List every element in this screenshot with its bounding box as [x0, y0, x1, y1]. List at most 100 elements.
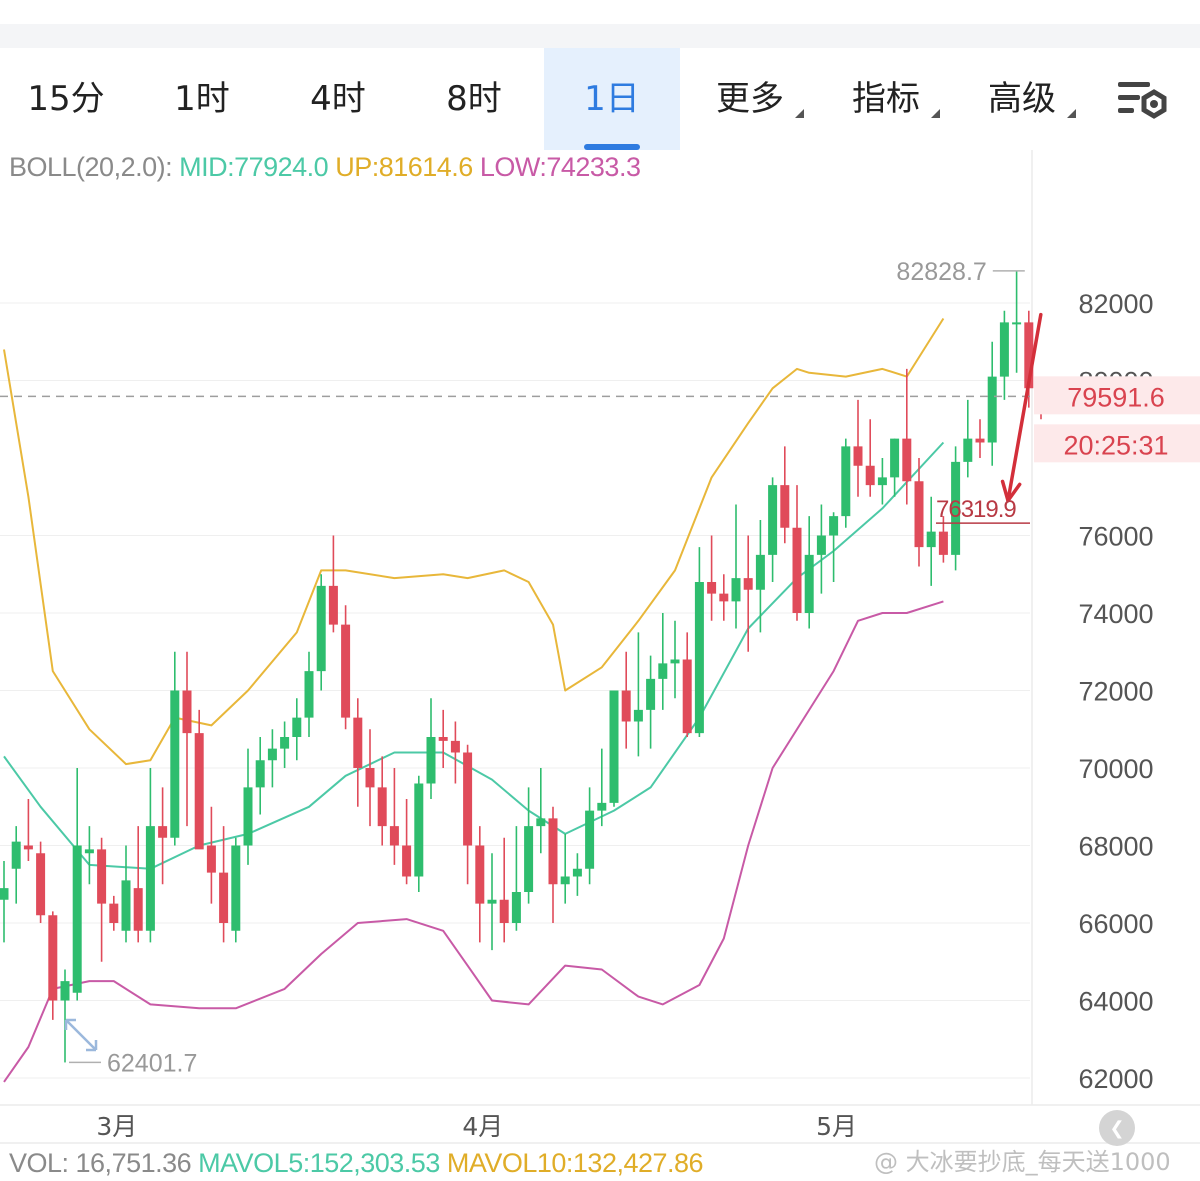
status-bar-area	[0, 0, 1200, 24]
candle-body	[255, 760, 265, 788]
candle-body	[194, 733, 204, 850]
boll-up-line	[3, 317, 945, 766]
candle	[402, 799, 412, 885]
candle	[743, 535, 753, 652]
candle	[987, 341, 997, 466]
candle	[353, 698, 363, 807]
candle-body	[621, 690, 631, 722]
candle	[597, 748, 607, 827]
candle-body	[292, 717, 302, 737]
candle-body	[841, 446, 851, 517]
boll-mid-value: MID:77924.0	[179, 152, 329, 182]
candle-body	[804, 554, 814, 613]
candle-body	[438, 737, 448, 741]
candle	[158, 787, 168, 885]
candle	[548, 806, 558, 923]
reset-view-arrows	[64, 1018, 98, 1052]
tab-advanced[interactable]: 高级	[962, 48, 1082, 150]
candle	[365, 729, 375, 827]
y-tick-label: 74000	[1078, 599, 1153, 629]
y-tick-label: 64000	[1078, 987, 1153, 1017]
tab-15m[interactable]: 15分	[27, 79, 105, 119]
candle	[487, 853, 497, 951]
candle-body	[389, 826, 399, 846]
mavol5-value: MAVOL5:152,303.53	[198, 1148, 440, 1178]
candle-body	[328, 585, 338, 625]
tab-8h[interactable]: 8时	[446, 79, 502, 119]
chevron-back-icon[interactable]: ❮	[1099, 1110, 1135, 1146]
candle-body	[926, 531, 936, 548]
candle	[731, 504, 741, 629]
dropdown-corner-icon	[931, 109, 940, 118]
candle-body	[865, 465, 875, 486]
tab-more[interactable]: 更多	[690, 48, 810, 150]
candle	[194, 709, 204, 850]
candle-body	[743, 578, 753, 590]
candle	[499, 837, 509, 943]
boll-legend: BOLL(20,2.0): MID:77924.0 UP:81614.6 LOW…	[9, 152, 641, 183]
tab-1h[interactable]: 1时	[174, 79, 230, 119]
candle-body	[84, 849, 94, 854]
candle-body	[585, 810, 595, 869]
candle-body	[609, 690, 619, 803]
watermark: @ 大冰要抄底_每天送1000	[874, 1148, 1171, 1176]
dropdown-corner-icon	[795, 109, 804, 118]
x-tick-label: 5月	[816, 1112, 857, 1141]
tab-1d[interactable]: 1日	[544, 48, 680, 150]
candle	[804, 516, 814, 629]
candle-body	[414, 783, 424, 877]
candle	[255, 737, 265, 815]
candle	[780, 446, 790, 544]
y-tick-label: 70000	[1078, 754, 1153, 784]
candle	[463, 744, 473, 885]
candle-body	[853, 446, 863, 466]
candle	[646, 655, 656, 749]
candle-body	[719, 593, 729, 602]
candle	[865, 419, 875, 497]
boll-low-line	[3, 600, 944, 1083]
candle	[450, 721, 460, 784]
candle	[694, 547, 704, 737]
tab-indicators[interactable]: 指标	[826, 48, 946, 150]
candle	[109, 895, 119, 931]
candle	[206, 806, 216, 904]
candle	[853, 399, 863, 497]
candle-body	[536, 818, 546, 827]
y-tick-label: 66000	[1078, 909, 1153, 939]
candle	[280, 721, 290, 768]
candle-body	[377, 787, 387, 827]
current-price-label: 79591.6	[1067, 382, 1165, 412]
candle	[670, 620, 680, 699]
candle	[23, 799, 33, 861]
candle	[841, 438, 851, 528]
candle-body	[316, 585, 326, 672]
target-price-label: 76319.9	[936, 496, 1016, 523]
candle	[328, 535, 338, 633]
candle	[48, 911, 58, 1020]
candle-body	[304, 671, 314, 718]
candle	[816, 504, 826, 594]
candle-body	[633, 709, 643, 722]
candlestick-chart[interactable]: 62000 64000 66000 68000 70000 72000 74000 76000…	[0, 150, 1200, 1145]
candle-body	[951, 461, 961, 555]
candle-body	[109, 903, 119, 923]
tab-4h[interactable]: 4时	[310, 79, 366, 119]
candle-body	[145, 826, 155, 931]
candle	[999, 310, 1009, 400]
candle	[585, 787, 595, 885]
candle-body	[231, 845, 241, 931]
candle-body	[48, 915, 58, 1001]
x-tick-label: 4月	[462, 1112, 503, 1141]
boll-name: BOLL(20,2.0):	[9, 152, 173, 182]
candle	[219, 826, 229, 943]
candle-body	[560, 876, 570, 885]
x-tick-label: 3月	[96, 1112, 137, 1141]
countdown-tag	[1034, 424, 1200, 463]
y-tick-label: 76000	[1078, 522, 1153, 552]
y-tick-label: 68000	[1078, 832, 1153, 862]
candle	[304, 651, 314, 737]
candle	[377, 756, 387, 846]
high-price-label: 82828.7	[896, 258, 986, 286]
chart-settings-icon[interactable]	[1112, 74, 1172, 124]
candle	[658, 613, 668, 710]
